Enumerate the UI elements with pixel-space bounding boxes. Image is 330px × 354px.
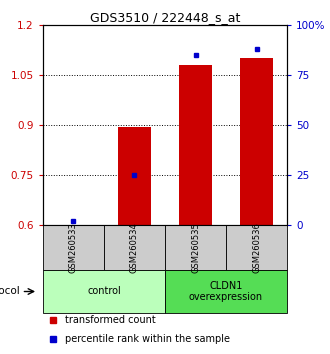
Bar bbox=[179, 65, 212, 225]
Bar bbox=[43, 225, 104, 270]
Text: control: control bbox=[87, 286, 121, 297]
Bar bbox=[165, 225, 226, 270]
Text: CLDN1
overexpression: CLDN1 overexpression bbox=[189, 281, 263, 302]
Bar bbox=[118, 126, 151, 225]
Text: protocol: protocol bbox=[0, 286, 20, 297]
Text: GSM260534: GSM260534 bbox=[130, 222, 139, 273]
Bar bbox=[165, 270, 287, 313]
Text: GSM260536: GSM260536 bbox=[252, 222, 261, 273]
Bar bbox=[104, 225, 165, 270]
Text: percentile rank within the sample: percentile rank within the sample bbox=[65, 334, 230, 344]
Bar bbox=[240, 58, 273, 225]
Text: GSM260533: GSM260533 bbox=[69, 222, 78, 273]
Text: GSM260535: GSM260535 bbox=[191, 222, 200, 273]
Bar bbox=[226, 225, 287, 270]
Title: GDS3510 / 222448_s_at: GDS3510 / 222448_s_at bbox=[90, 11, 240, 24]
Bar bbox=[43, 270, 165, 313]
Text: transformed count: transformed count bbox=[65, 315, 156, 325]
